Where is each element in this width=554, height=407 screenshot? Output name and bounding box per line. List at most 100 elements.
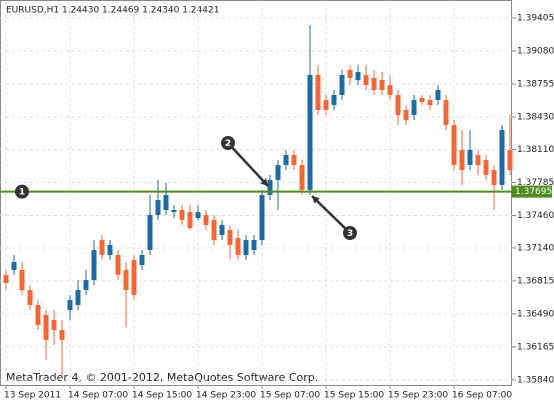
candle-body	[315, 74, 321, 111]
candle-body	[371, 78, 377, 91]
candle-body	[355, 72, 361, 81]
arrow-head	[260, 178, 268, 186]
candle-body	[35, 305, 41, 326]
candle-body	[163, 194, 169, 210]
candle-body	[419, 98, 425, 102]
arrow	[311, 195, 351, 234]
candle-body	[483, 160, 489, 175]
candle-body	[251, 240, 257, 250]
candle-body	[363, 74, 369, 86]
annotation-badge	[15, 184, 29, 199]
candle-body	[171, 209, 177, 213]
candle-body	[27, 289, 33, 306]
candle-body	[387, 85, 393, 95]
candle-body	[395, 94, 401, 115]
x-tick-label: 14 Sep 15:00	[132, 391, 192, 401]
candle-body	[19, 269, 25, 290]
candle-body	[219, 225, 225, 235]
candle-body	[227, 229, 233, 246]
y-tick-label: 1.37460	[517, 211, 554, 221]
candle-body	[411, 100, 417, 115]
x-tick-label: 14 Sep 07:00	[68, 391, 128, 401]
annotation: 2	[225, 139, 231, 149]
x-tick-label: 15 Sep 15:00	[324, 391, 384, 401]
candle-body	[507, 150, 513, 171]
level-label: 1.37695	[515, 187, 552, 197]
arrow-head	[312, 196, 320, 204]
candle-body	[467, 150, 473, 166]
footer: MetaTrader 4, © 2001-2012, MetaQuotes So…	[6, 371, 318, 384]
chart-title: EURUSD,H1 1.24430 1.24469 1.24340 1.2442…	[6, 6, 219, 16]
candle-body	[331, 94, 337, 106]
y-tick-label: 1.37785	[517, 178, 554, 188]
candle-body	[75, 289, 81, 306]
y-tick-label: 1.39405	[517, 14, 554, 24]
candle-body	[147, 214, 153, 250]
y-tick-label: 1.36815	[517, 276, 554, 286]
annotation: 3	[347, 229, 353, 239]
candle-body	[195, 212, 201, 219]
candle-body	[491, 170, 497, 186]
candle-body	[435, 90, 441, 101]
candle-body	[443, 100, 449, 126]
candle-body	[99, 240, 105, 255]
candle-body	[291, 154, 297, 166]
y-tick-label: 1.38755	[517, 80, 554, 90]
level-tag	[512, 185, 552, 198]
candle-body	[235, 238, 241, 255]
candle-body	[427, 100, 433, 106]
y-tick-label: 1.37140	[517, 243, 554, 253]
annotation-badge	[221, 136, 235, 150]
x-tick-label: 13 Sep 2011	[4, 391, 61, 401]
candle-body	[299, 165, 305, 190]
y-tick-label: 1.36165	[517, 342, 554, 352]
candle-body	[307, 74, 313, 190]
candle-body	[459, 150, 465, 171]
candle-body	[339, 74, 345, 95]
candle-body	[403, 110, 409, 121]
candle-body	[11, 261, 17, 270]
candle-body	[115, 254, 121, 275]
candle-body	[323, 100, 329, 111]
x-tick-label: 14 Sep 23:00	[196, 391, 256, 401]
candle-body	[499, 130, 505, 186]
candle-body	[211, 220, 217, 241]
x-tick-label: 15 Sep 23:00	[388, 391, 448, 401]
candle-body	[259, 194, 265, 241]
candle-body	[451, 125, 457, 166]
candle-body	[91, 249, 97, 281]
y-tick-label: 1.38430	[517, 113, 554, 123]
x-tick-label: 15 Sep 07:00	[260, 391, 320, 401]
annotation-badge	[343, 226, 357, 240]
candle-body	[107, 245, 113, 255]
candle-body	[179, 209, 185, 221]
candle-body	[203, 214, 209, 226]
candle-body	[139, 254, 145, 266]
candle-body	[275, 165, 281, 181]
candle-body	[3, 274, 9, 283]
candle-body	[155, 200, 161, 215]
candle-body	[43, 314, 49, 341]
candle-body	[51, 320, 57, 330]
candle-body	[475, 154, 481, 166]
y-tick-label: 1.38110	[517, 145, 554, 155]
candle-body	[283, 154, 289, 166]
candle-body	[243, 240, 249, 255]
candle-body	[379, 80, 385, 91]
candle-body	[187, 212, 193, 228]
candle-body	[131, 260, 137, 295]
y-tick-label: 1.36490	[517, 309, 554, 319]
candle-body	[67, 300, 73, 310]
y-tick-label: 1.35840	[517, 375, 554, 385]
x-tick-label: 16 Sep 07:00	[452, 391, 512, 401]
y-tick-label: 1.39080	[517, 47, 554, 57]
annotation: 1	[19, 188, 25, 198]
plot-frame	[0, 0, 512, 386]
candle-body	[123, 269, 129, 290]
candle-body	[267, 180, 273, 195]
candle-body	[347, 70, 353, 79]
candle-body	[83, 280, 89, 290]
arrow	[227, 142, 269, 187]
